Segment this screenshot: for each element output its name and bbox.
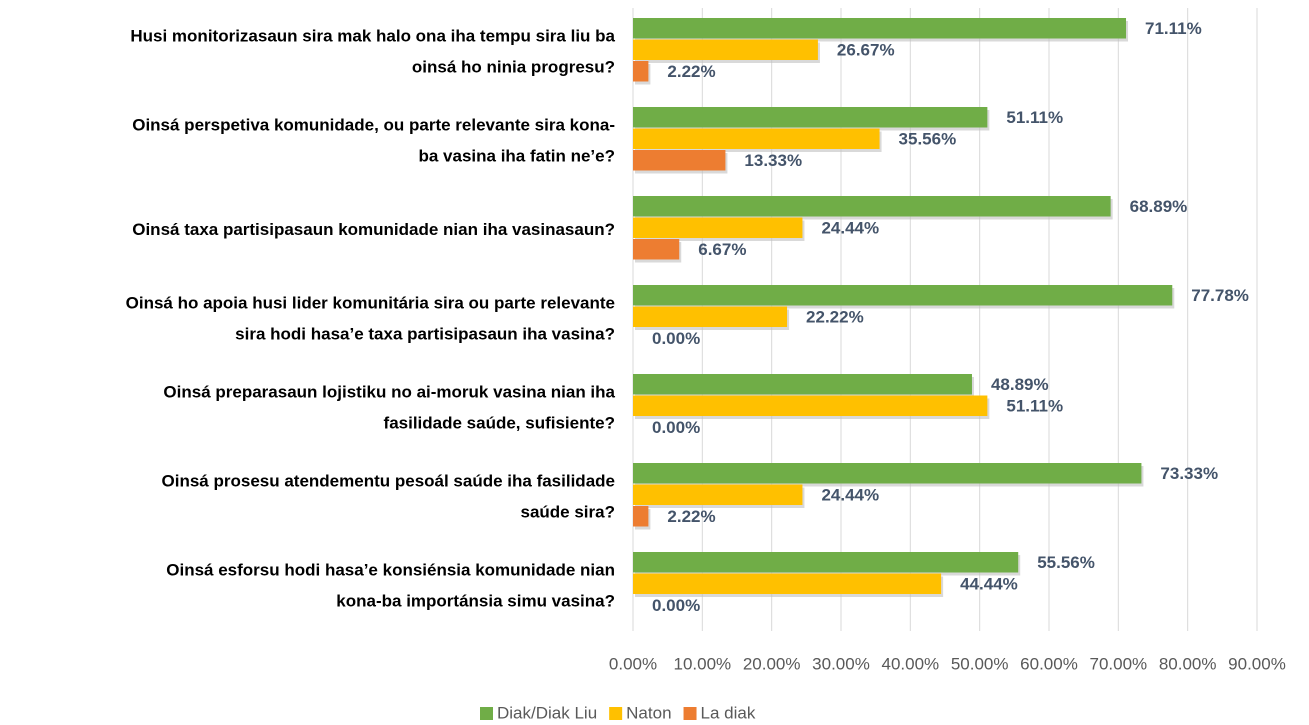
x-tick-label: 30.00% (812, 654, 870, 673)
bar (633, 285, 1173, 306)
category-label: fasilidade saúde, sufisiente? (384, 413, 615, 432)
value-label: 2.22% (667, 62, 715, 81)
x-tick-label: 50.00% (951, 654, 1009, 673)
value-label: 44.44% (960, 575, 1018, 594)
value-label: 0.00% (652, 596, 700, 615)
bar (633, 239, 680, 260)
bar (633, 61, 649, 82)
value-label: 68.89% (1130, 197, 1188, 216)
legend-label: Diak/Diak Liu (497, 703, 597, 722)
value-label: 48.89% (991, 375, 1049, 394)
category-label: oinsá ho ninia progresu? (412, 57, 615, 76)
legend-swatch (480, 707, 493, 720)
bar (633, 39, 818, 60)
bar (633, 552, 1019, 573)
x-tick-label: 0.00% (609, 654, 657, 673)
x-tick-label: 40.00% (881, 654, 939, 673)
category-label: Oinsá prosesu atendementu pesoál saúde i… (162, 471, 615, 490)
bar (633, 484, 803, 505)
bar (633, 506, 649, 527)
category-label: Oinsá ho apoia husi lider komunitária si… (126, 293, 615, 312)
bar (633, 573, 942, 594)
value-label: 13.33% (744, 151, 802, 170)
value-label: 0.00% (652, 418, 700, 437)
category-label: kona-ba importánsia simu vasina? (336, 591, 615, 610)
x-tick-label: 10.00% (673, 654, 731, 673)
value-label: 77.78% (1191, 286, 1249, 305)
value-label: 22.22% (806, 308, 864, 327)
bar (633, 128, 880, 149)
category-label: sira hodi hasa’e taxa partisipasaun iha … (235, 324, 615, 343)
category-label: Oinsá perspetiva komunidade, ou parte re… (132, 115, 615, 134)
category-label: saúde sira? (521, 502, 616, 521)
x-tick-label: 60.00% (1020, 654, 1078, 673)
category-label: ba vasina iha fatin ne’e? (418, 146, 615, 165)
value-label: 24.44% (821, 486, 879, 505)
value-label: 2.22% (667, 507, 715, 526)
value-label: 26.67% (837, 41, 895, 60)
value-label: 51.11% (1006, 108, 1063, 127)
x-tick-label: 20.00% (743, 654, 801, 673)
value-label: 73.33% (1160, 464, 1218, 483)
x-tick-label: 80.00% (1159, 654, 1217, 673)
value-label: 55.56% (1037, 553, 1095, 572)
legend-swatch (683, 707, 697, 720)
value-label: 6.67% (698, 240, 746, 259)
value-label: 35.56% (899, 130, 957, 149)
category-label: Husi monitorizasaun sira mak halo ona ih… (130, 26, 615, 45)
bar (633, 306, 788, 327)
bar (633, 150, 726, 171)
category-label: Oinsá taxa partisipasaun komunidade nian… (132, 220, 615, 239)
category-label: Oinsá preparasaun lojistiku no ai-moruk … (163, 382, 615, 401)
legend-swatch (609, 707, 623, 720)
bar (633, 196, 1111, 217)
bar (633, 217, 803, 238)
value-label: 0.00% (652, 329, 700, 348)
legend-label: Naton (626, 703, 671, 722)
bar (633, 463, 1142, 484)
legend-label: La diak (701, 703, 756, 722)
bar (633, 107, 988, 128)
value-label: 71.11% (1145, 19, 1202, 38)
category-label: Oinsá esforsu hodi hasa’e konsiénsia kom… (166, 560, 615, 579)
bar (633, 395, 988, 416)
value-label: 51.11% (1006, 397, 1063, 416)
value-label: 24.44% (821, 219, 879, 238)
x-tick-label: 90.00% (1228, 654, 1286, 673)
bar (633, 374, 972, 395)
bar (633, 18, 1127, 39)
x-tick-label: 70.00% (1089, 654, 1147, 673)
